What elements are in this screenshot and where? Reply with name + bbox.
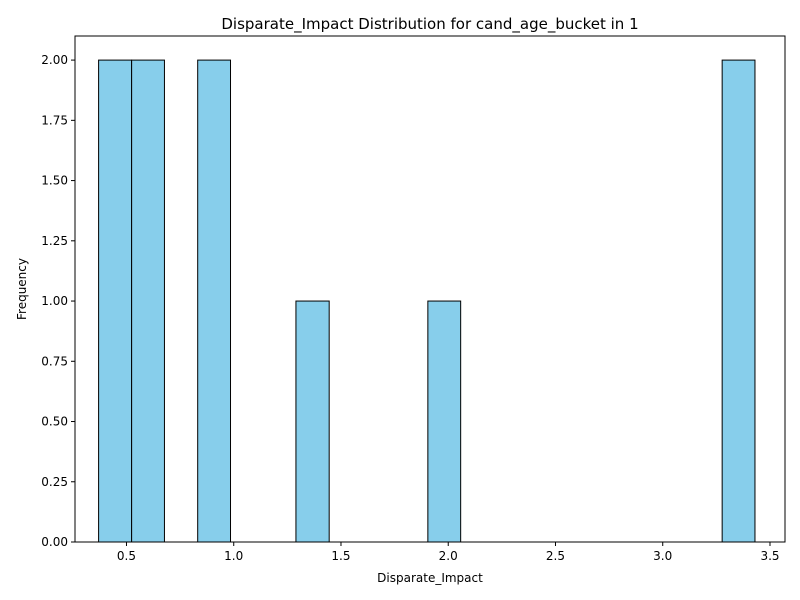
histogram-bar <box>721 59 756 543</box>
histogram-bar <box>427 300 462 543</box>
plot-frame <box>74 35 786 543</box>
y-tick-label: 1.25 <box>41 234 68 248</box>
x-tick-label: 0.5 <box>117 549 136 563</box>
y-tick-label: 0.75 <box>41 354 68 368</box>
y-tick-label: 0.50 <box>41 415 68 429</box>
y-axis-label: Frequency <box>15 258 29 320</box>
histogram-bar <box>197 59 232 543</box>
histogram-bar <box>295 300 330 543</box>
x-tick-label: 1.0 <box>224 549 243 563</box>
x-axis-label: Disparate_Impact <box>377 571 483 585</box>
y-tick-label: 1.00 <box>41 294 68 308</box>
y-tick-label: 0.00 <box>41 535 68 549</box>
chart-title: Disparate_Impact Distribution for cand_a… <box>221 15 638 34</box>
x-tick-label: 3.0 <box>653 549 672 563</box>
histogram-bar <box>131 59 165 543</box>
y-axis-ticks: 0.00 0.25 0.50 0.75 1.00 1.25 1.50 1.75 2.00 <box>41 53 75 549</box>
x-axis-ticks: 0.5 1.0 1.5 2.0 2.5 3.0 3.5 <box>117 542 780 563</box>
x-tick-label: 2.5 <box>546 549 565 563</box>
y-tick-label: 1.50 <box>41 174 68 188</box>
x-tick-label: 3.5 <box>760 549 779 563</box>
y-tick-label: 0.25 <box>41 475 68 489</box>
y-tick-label: 2.00 <box>41 53 68 67</box>
x-tick-label: 2.0 <box>439 549 458 563</box>
histogram-bar <box>98 59 133 543</box>
x-tick-label: 1.5 <box>331 549 350 563</box>
y-tick-label: 1.75 <box>41 113 68 127</box>
bars-group <box>98 59 756 543</box>
